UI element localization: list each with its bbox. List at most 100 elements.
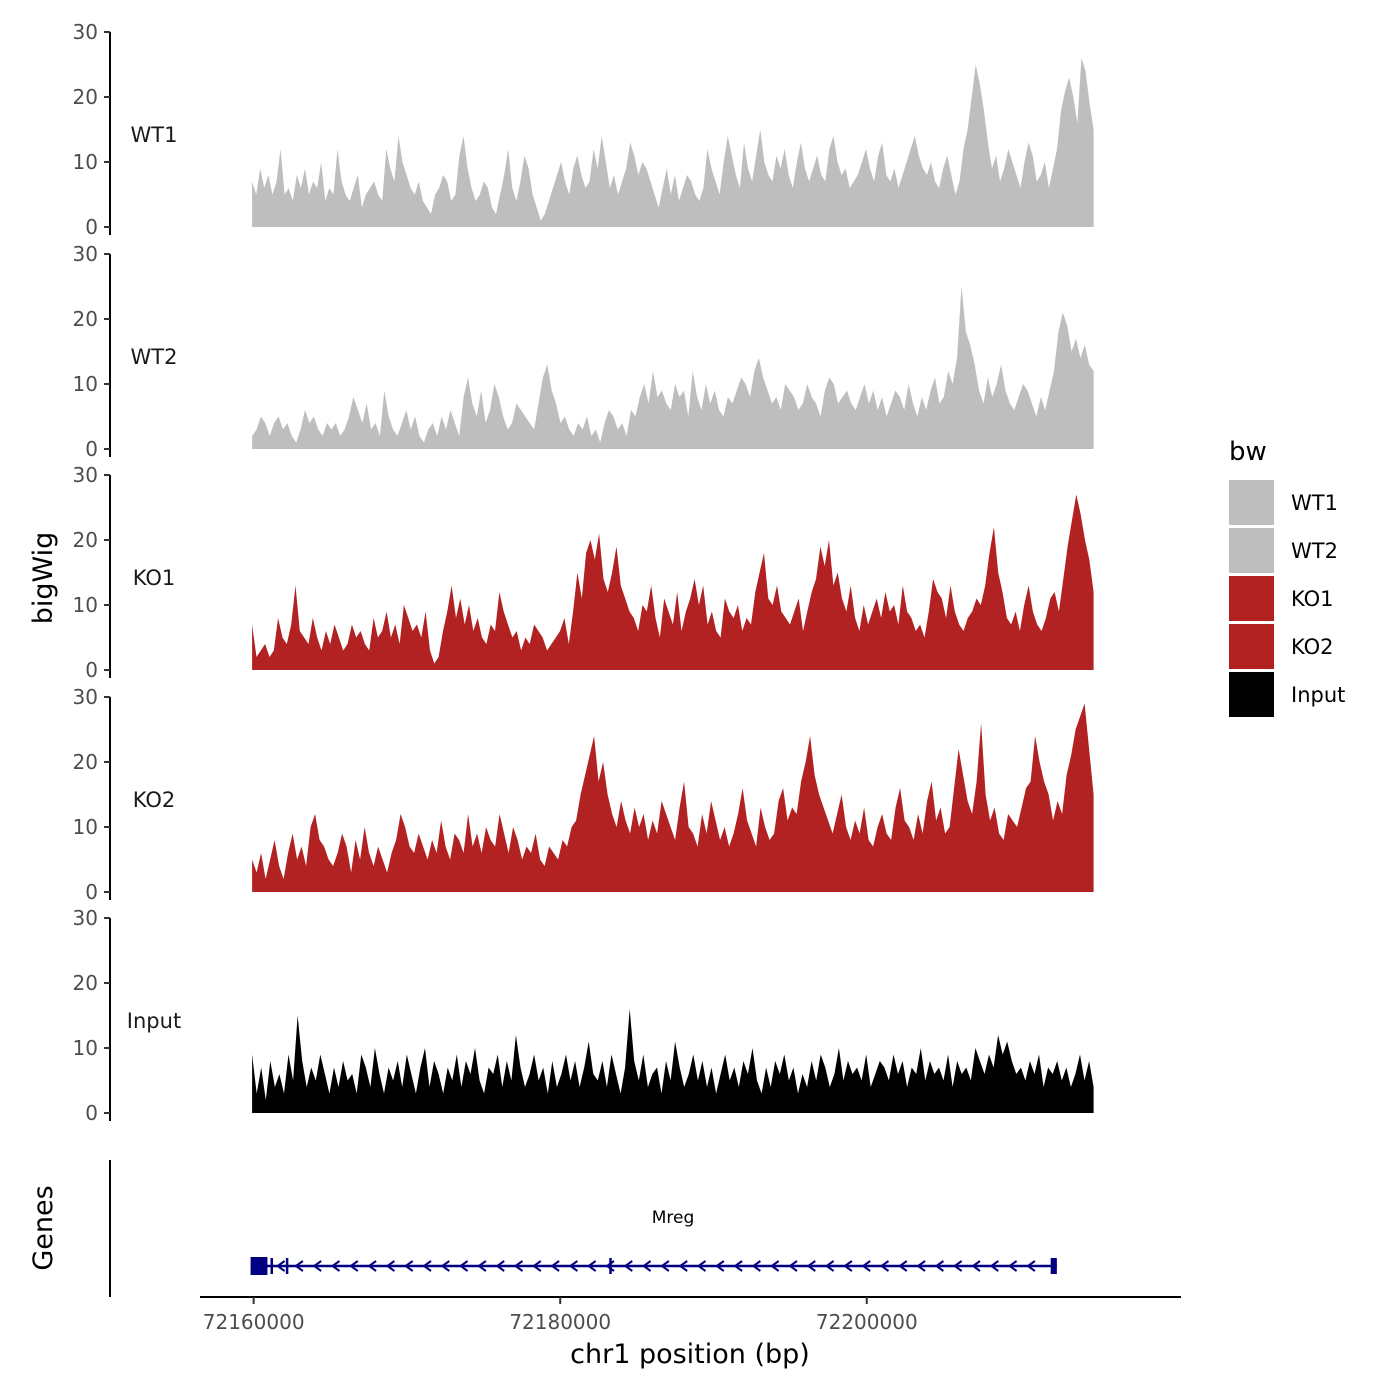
signal-area-wt1 <box>252 58 1094 227</box>
legend: bw WT1 WT2 KO1 KO2 Input <box>1229 437 1345 717</box>
legend-label-ko1: KO1 <box>1291 587 1334 611</box>
x-axis: 72160000 72180000 72200000 <box>200 1296 1181 1334</box>
strand-arrow <box>641 1260 652 1272</box>
strand-arrow <box>477 1260 487 1272</box>
legend-label-ko2: KO2 <box>1291 635 1334 659</box>
track-label: WT1 <box>131 123 178 147</box>
legend-title: bw <box>1229 437 1267 467</box>
track-y-tick-label: 0 <box>85 1101 98 1125</box>
strand-arrow <box>550 1260 560 1272</box>
signal-area-ko1 <box>252 494 1094 670</box>
strand-arrow <box>586 1260 597 1272</box>
gene-exon <box>270 1258 274 1274</box>
strand-arrow <box>513 1260 524 1272</box>
strand-arrow <box>275 1260 286 1272</box>
strand-arrow <box>1026 1260 1036 1272</box>
x-tick-label: 72160000 <box>203 1310 305 1334</box>
strand-arrow <box>568 1260 578 1272</box>
track-y-tick-label: 30 <box>73 463 98 487</box>
gene-panel: Mreg <box>109 1160 1057 1297</box>
strand-arrow <box>312 1260 322 1272</box>
x-tick-label: 72180000 <box>509 1310 611 1334</box>
strand-arrow <box>532 1260 542 1272</box>
gene-exon <box>1050 1258 1057 1274</box>
strand-arrow <box>349 1260 359 1272</box>
strand-arrow <box>952 1260 963 1272</box>
track-label: WT2 <box>131 345 178 369</box>
track-label: Input <box>127 1009 181 1033</box>
track-y-tick-label: 30 <box>73 906 98 930</box>
gene-panel-title: Genes <box>28 1185 59 1270</box>
track-input: 0 10 20 30 Input <box>73 906 1094 1125</box>
strand-arrow <box>440 1260 450 1272</box>
tracks: 0 10 20 30 WT1 0 10 20 30 WT2 0 10 20 30 KO1 0 10 20 30 KO2… <box>73 20 1094 1125</box>
track-y-tick-label: 0 <box>85 215 98 239</box>
gene-name-label: Mreg <box>652 1208 695 1228</box>
strand-arrow <box>769 1260 780 1272</box>
legend-key-input <box>1229 672 1274 717</box>
strand-arrow <box>678 1260 688 1272</box>
track-y-tick-label: 20 <box>73 85 98 109</box>
x-axis-title: chr1 position (bp) <box>570 1339 810 1370</box>
signal-area-input <box>252 1009 1094 1113</box>
track-y-tick-label: 20 <box>73 307 98 331</box>
track-y-tick-label: 20 <box>73 750 98 774</box>
strand-arrow <box>403 1260 414 1272</box>
legend-key-wt2 <box>1229 528 1274 573</box>
track-ko1: 0 10 20 30 KO1 <box>73 463 1094 682</box>
track-y-tick-label: 30 <box>73 685 98 709</box>
track-wt2: 0 10 20 30 WT2 <box>73 242 1094 461</box>
track-y-tick-label: 20 <box>73 528 98 552</box>
strand-arrow <box>898 1260 908 1272</box>
strand-arrow <box>495 1260 505 1272</box>
legend-label-input: Input <box>1291 683 1345 707</box>
legend-key-ko2 <box>1229 624 1274 669</box>
strand-arrow <box>861 1260 871 1272</box>
track-y-tick-label: 20 <box>73 971 98 995</box>
track-wt1: 0 10 20 30 WT1 <box>73 20 1094 239</box>
strand-arrow <box>458 1260 469 1272</box>
track-y-tick-label: 10 <box>73 372 98 396</box>
legend-label-wt2: WT2 <box>1291 539 1338 563</box>
strand-arrow <box>696 1260 707 1272</box>
track-y-tick-label: 10 <box>73 815 98 839</box>
strand-arrow <box>660 1260 670 1272</box>
strand-arrow <box>294 1260 304 1272</box>
track-y-tick-label: 0 <box>85 880 98 904</box>
track-y-tick-label: 30 <box>73 242 98 266</box>
track-y-tick-label: 0 <box>85 658 98 682</box>
strand-arrow <box>971 1260 981 1272</box>
legend-key-ko1 <box>1229 576 1274 621</box>
strand-arrow <box>824 1260 835 1272</box>
gene-exon <box>285 1258 289 1274</box>
strand-arrow <box>989 1260 999 1272</box>
track-label: KO1 <box>133 566 176 590</box>
strand-arrow <box>367 1260 377 1272</box>
track-y-tick-label: 10 <box>73 150 98 174</box>
track-y-tick-label: 10 <box>73 1036 98 1060</box>
track-y-tick-label: 30 <box>73 20 98 44</box>
strand-arrow <box>751 1260 761 1272</box>
legend-key-wt1 <box>1229 480 1274 525</box>
strand-arrow <box>879 1260 890 1272</box>
signal-area-ko2 <box>252 703 1094 892</box>
y-axis-title: bigWig <box>28 532 59 625</box>
signal-area-wt2 <box>252 286 1094 449</box>
strand-arrow <box>934 1260 944 1272</box>
gene-exon <box>609 1258 612 1274</box>
strand-arrow <box>806 1260 816 1272</box>
strand-arrow <box>788 1260 798 1272</box>
gene-exon <box>250 1257 268 1275</box>
track-y-tick-label: 0 <box>85 437 98 461</box>
legend-label-wt1: WT1 <box>1291 491 1338 515</box>
track-ko2: 0 10 20 30 KO2 <box>73 685 1094 904</box>
strand-arrow <box>330 1260 341 1272</box>
x-tick-label: 72200000 <box>816 1310 918 1334</box>
strand-arrow <box>623 1260 633 1272</box>
track-label: KO2 <box>133 788 176 812</box>
strand-arrow <box>843 1260 853 1272</box>
strand-arrow <box>385 1260 395 1272</box>
track-y-tick-label: 10 <box>73 593 98 617</box>
strand-arrow <box>733 1260 743 1272</box>
